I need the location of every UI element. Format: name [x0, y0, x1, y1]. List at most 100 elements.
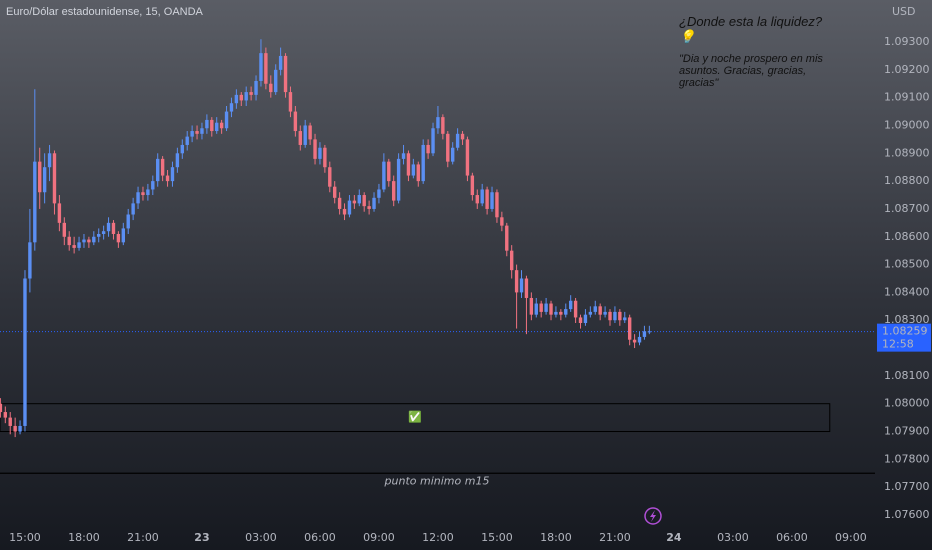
x-tick-label: 12:00 [422, 531, 454, 544]
candle-body [278, 55, 283, 70]
candle-body [141, 192, 145, 196]
candle-body [578, 317, 583, 324]
candle-body [210, 119, 214, 132]
candle-body [529, 297, 534, 315]
candle-body [352, 200, 357, 204]
candle-body [342, 208, 347, 215]
candle-body [465, 139, 470, 176]
candle-body [67, 236, 71, 246]
candle-body [92, 236, 96, 243]
candle-body [283, 55, 288, 93]
candle-body [293, 111, 298, 132]
candle-body [539, 303, 543, 312]
candle-body [588, 311, 593, 315]
candle-body [421, 144, 425, 182]
candle-body [269, 83, 273, 93]
candle-body [470, 175, 475, 196]
candle-body [121, 228, 126, 243]
candle-body [519, 278, 524, 293]
candle-body [87, 239, 91, 243]
candle-body [647, 331, 652, 333]
candle-body [229, 103, 234, 112]
candle-body [460, 133, 465, 140]
candle-body [313, 139, 317, 159]
zone-icon: ✅ [408, 411, 422, 424]
price-badge-label: 1.08259 [882, 325, 928, 338]
x-tick-label: 15:00 [9, 531, 41, 544]
y-tick-label: 1.08700 [884, 202, 930, 215]
candle-body [426, 144, 430, 154]
candle-body [534, 303, 538, 315]
candle-body [455, 133, 460, 148]
candle-body [288, 92, 293, 112]
candle-body [249, 92, 253, 95]
candle-body [195, 131, 199, 134]
candle-body [480, 189, 484, 204]
candle-body [406, 153, 411, 176]
candle-body [637, 336, 642, 343]
candle-body [62, 222, 67, 237]
candle-body [549, 303, 553, 315]
candle-body [259, 53, 263, 81]
candle-body [490, 192, 494, 209]
candle-body [642, 331, 647, 337]
candle-body [446, 133, 450, 162]
candle-body [244, 92, 248, 101]
candle-body [382, 161, 386, 190]
y-tick-label: 1.08800 [884, 174, 930, 187]
candle-body [136, 192, 140, 204]
candle-body [514, 270, 519, 293]
candle-body [337, 197, 342, 209]
candle-body [160, 158, 165, 176]
x-tick-label: 21:00 [127, 531, 159, 544]
candle-body [347, 200, 352, 215]
candle-body [623, 317, 627, 321]
countdown: 12:58 [882, 338, 914, 351]
candle-body [234, 94, 239, 104]
candle-body [367, 206, 371, 209]
candle-body [28, 242, 32, 279]
lightning-icon[interactable] [644, 507, 662, 525]
candle-body [101, 231, 106, 234]
candle-body [190, 131, 194, 137]
x-tick-label: 18:00 [68, 531, 100, 544]
candle-body [57, 203, 62, 223]
candle-body [156, 158, 160, 182]
candle-body [131, 203, 135, 215]
candle-body [416, 164, 420, 182]
x-tick-label: 15:00 [481, 531, 513, 544]
candle-body [8, 417, 12, 426]
candle-body [593, 306, 597, 312]
x-tick-label: 09:00 [363, 531, 395, 544]
candle-body [618, 311, 622, 321]
candle-body [224, 111, 229, 129]
candle-body [431, 128, 435, 154]
candle-body [573, 300, 578, 318]
candle-body [77, 242, 81, 248]
annotation-title: ¿Donde esta la liquidez? 💡 [679, 14, 823, 44]
candle-body [401, 153, 406, 159]
candle-body [219, 122, 224, 129]
y-tick-label: 1.08400 [884, 285, 930, 298]
currency: USD [892, 5, 916, 18]
candle-body [239, 94, 243, 101]
candle-body [318, 147, 322, 159]
candle-body [613, 311, 617, 321]
candle-body [372, 197, 376, 209]
candle-body [559, 311, 563, 315]
y-tick-label: 1.07900 [884, 425, 930, 438]
y-tick-label: 1.07700 [884, 480, 930, 493]
candle-body [175, 153, 180, 168]
candle-body [215, 122, 219, 132]
candle-body [165, 175, 170, 182]
candle-body [509, 250, 514, 271]
candle-body [411, 164, 416, 176]
x-tick-label: 03:00 [245, 531, 277, 544]
y-tick-label: 1.07600 [884, 508, 930, 521]
candle-body [564, 309, 568, 315]
candle-body [33, 161, 37, 243]
candle-body [524, 278, 529, 298]
candle-body [475, 195, 479, 204]
annotation-text: "Dia y noche prospero en mis asuntos. Gr… [679, 53, 823, 89]
